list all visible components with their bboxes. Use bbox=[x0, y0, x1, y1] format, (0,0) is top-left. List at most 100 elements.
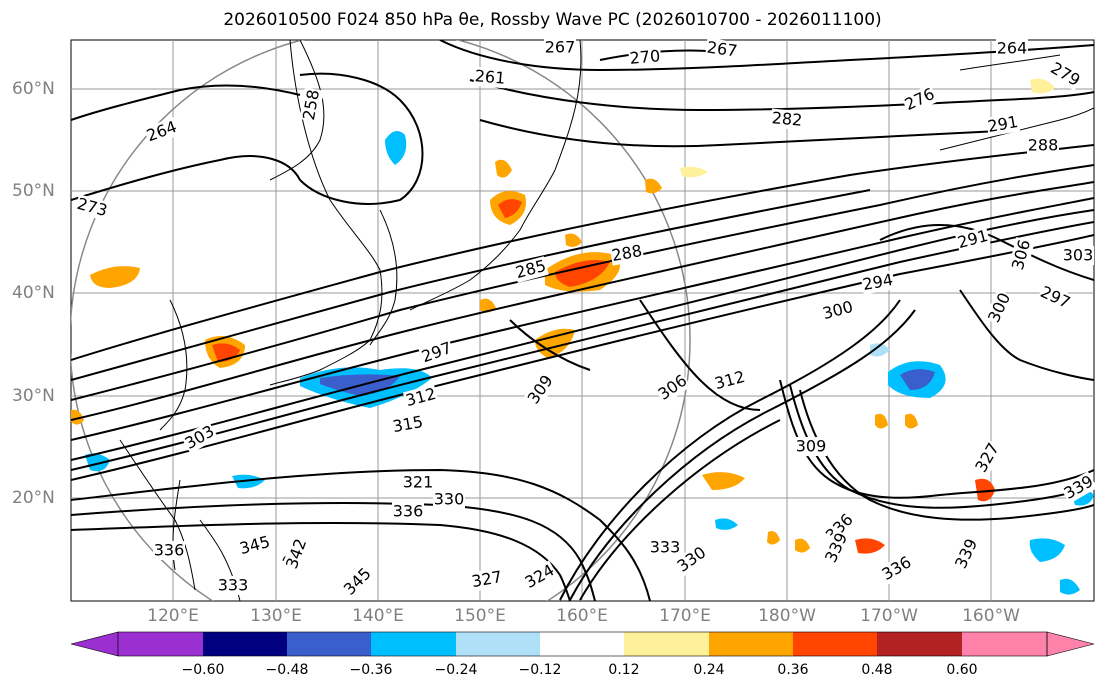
contour-label: 336 bbox=[154, 541, 185, 560]
reference-circle bbox=[71, 40, 691, 601]
colorbar-segment bbox=[287, 632, 371, 656]
colorbar-segment bbox=[709, 632, 793, 656]
positive-region bbox=[855, 538, 885, 554]
contour-label-background bbox=[711, 367, 748, 394]
negative-region bbox=[385, 131, 407, 165]
colorbar-segment bbox=[203, 632, 287, 656]
contour-label: 321 bbox=[403, 473, 434, 492]
contour-label-background bbox=[473, 66, 507, 89]
colorbar-segment bbox=[456, 632, 540, 656]
latitude-label: 20°N bbox=[12, 488, 55, 508]
contour-label-background bbox=[282, 535, 311, 573]
theta-e-contours bbox=[71, 40, 1094, 601]
colorbar-max-extend bbox=[1046, 631, 1095, 657]
colorbar-segment bbox=[540, 632, 624, 656]
longitude-label: 160°E bbox=[556, 606, 608, 626]
contour-label-background bbox=[299, 87, 324, 123]
contour-label: 303 bbox=[1063, 246, 1094, 265]
contour-label-background bbox=[1046, 58, 1084, 91]
contour-label-background bbox=[704, 37, 740, 62]
negative-region bbox=[232, 474, 265, 489]
latitude-label: 50°N bbox=[12, 181, 55, 201]
contour-label-background bbox=[795, 437, 827, 456]
negative-region bbox=[900, 369, 935, 390]
positive-region bbox=[645, 178, 662, 194]
positive-region bbox=[90, 266, 140, 288]
contour-label: 267 bbox=[706, 37, 739, 60]
positive-region bbox=[767, 531, 780, 545]
negative-region bbox=[1060, 578, 1080, 595]
contour-label-background bbox=[1036, 282, 1074, 313]
positive-region bbox=[1030, 78, 1055, 94]
colorbar-segment bbox=[118, 632, 203, 656]
colorbar-segment bbox=[371, 632, 456, 656]
map-title: 2026010500 F024 850 hPa θe, Rossby Wave … bbox=[223, 10, 882, 30]
contour-label-background bbox=[878, 552, 916, 585]
contour-label-background bbox=[433, 490, 465, 509]
negative-region bbox=[1029, 538, 1065, 562]
contour-label-background bbox=[649, 538, 681, 557]
contour-label: 336 bbox=[393, 502, 424, 521]
contour-label-background bbox=[609, 241, 645, 266]
contour-label-background bbox=[402, 384, 439, 411]
colorbar-tick-label: −0.24 bbox=[434, 662, 478, 678]
longitude-label: 120°E bbox=[147, 606, 199, 626]
contour-label: 264 bbox=[997, 39, 1028, 58]
positive-region bbox=[495, 159, 512, 178]
longitude-label: 160°W bbox=[962, 606, 1020, 626]
positive-region bbox=[535, 328, 575, 358]
contour-label-background bbox=[954, 226, 991, 253]
colorbar bbox=[70, 631, 1095, 657]
negative-region bbox=[85, 453, 110, 472]
negative-region bbox=[715, 518, 738, 530]
negative-region bbox=[870, 343, 890, 357]
contour-label-background bbox=[901, 84, 939, 115]
contour-label-background bbox=[985, 112, 1021, 137]
longitude-label: 170°W bbox=[860, 606, 918, 626]
contour-label-background bbox=[971, 439, 1004, 477]
contour-label-background bbox=[951, 535, 982, 573]
colorbar-min-extend bbox=[70, 631, 119, 657]
contour-label: 333 bbox=[218, 576, 249, 595]
contour-label-background bbox=[390, 412, 426, 437]
contour-label-background bbox=[469, 567, 505, 592]
contour-label-background bbox=[1008, 236, 1035, 273]
positive-region bbox=[702, 472, 745, 490]
positive-region bbox=[795, 538, 810, 553]
contour-label-background bbox=[860, 270, 896, 295]
contour-label-background bbox=[181, 421, 219, 454]
positive-region bbox=[680, 166, 708, 178]
colorbar-segment bbox=[793, 632, 877, 656]
contour-label-background bbox=[1060, 471, 1098, 504]
positive-region bbox=[71, 409, 84, 425]
colorbar-segment bbox=[877, 632, 962, 656]
contour-label: 309 bbox=[796, 437, 827, 456]
contour-label-background bbox=[143, 117, 181, 146]
latitude-label: 30°N bbox=[12, 386, 55, 406]
colorbar-border bbox=[117, 631, 1048, 657]
contour-label: 330 bbox=[434, 490, 465, 509]
contour-label-background bbox=[153, 541, 185, 560]
contour-label-background bbox=[654, 370, 692, 405]
colorbar-tick-label: −0.12 bbox=[518, 662, 562, 678]
contour-label-background bbox=[819, 297, 856, 324]
contour-label-background bbox=[821, 529, 852, 567]
contour-label: 267 bbox=[545, 38, 576, 57]
contour-label-background bbox=[418, 338, 456, 367]
positive-region bbox=[975, 478, 995, 502]
contour-label-background bbox=[217, 576, 249, 595]
colorbar-tick-label: −0.48 bbox=[265, 662, 309, 678]
positive-region bbox=[480, 298, 496, 313]
longitude-label: 140°E bbox=[352, 606, 404, 626]
contour-label-background bbox=[521, 560, 559, 593]
latitude-label: 60°N bbox=[12, 79, 55, 99]
contour-label-background bbox=[392, 502, 424, 521]
contour-label-background bbox=[236, 532, 273, 559]
colorbar-tick-label: 0.24 bbox=[693, 662, 725, 678]
contour-label-background bbox=[512, 256, 549, 283]
contour-label: 270 bbox=[629, 46, 661, 68]
contour-label-background bbox=[544, 38, 576, 57]
colorbar-tick-label: −0.60 bbox=[181, 662, 225, 678]
longitude-label: 170°E bbox=[659, 606, 711, 626]
